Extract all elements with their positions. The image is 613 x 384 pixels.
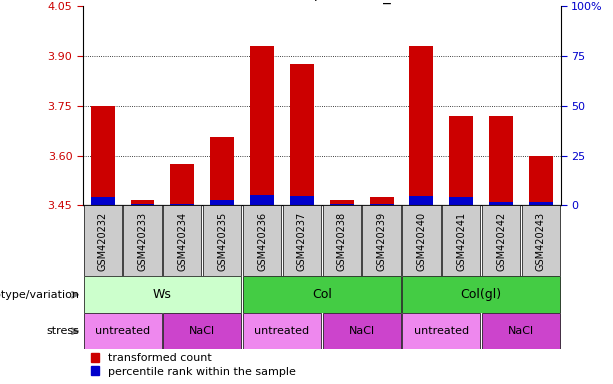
Bar — [91, 197, 115, 205]
Bar — [370, 204, 394, 205]
FancyBboxPatch shape — [482, 205, 520, 276]
Text: NaCl: NaCl — [189, 326, 215, 336]
FancyBboxPatch shape — [243, 205, 281, 276]
Text: NaCl: NaCl — [349, 326, 375, 336]
Bar — [489, 116, 513, 205]
FancyBboxPatch shape — [402, 276, 560, 313]
Bar — [409, 196, 433, 205]
Text: GSM420242: GSM420242 — [496, 211, 506, 271]
FancyBboxPatch shape — [522, 205, 560, 276]
FancyBboxPatch shape — [163, 205, 202, 276]
FancyBboxPatch shape — [402, 205, 441, 276]
FancyBboxPatch shape — [402, 313, 481, 349]
Text: GSM420241: GSM420241 — [456, 212, 466, 270]
Bar — [170, 164, 194, 205]
Bar — [330, 204, 354, 205]
Text: genotype/variation: genotype/variation — [0, 290, 80, 300]
Bar — [330, 200, 354, 205]
FancyBboxPatch shape — [83, 313, 162, 349]
Bar — [529, 202, 553, 205]
Bar — [409, 46, 433, 205]
Bar — [210, 200, 234, 205]
Text: GSM420233: GSM420233 — [137, 212, 148, 270]
FancyBboxPatch shape — [83, 205, 122, 276]
Text: untreated: untreated — [95, 326, 150, 336]
Text: untreated: untreated — [414, 326, 469, 336]
Bar — [250, 195, 274, 205]
Bar — [489, 202, 513, 205]
Text: GSM420243: GSM420243 — [536, 212, 546, 270]
Text: NaCl: NaCl — [508, 326, 534, 336]
FancyBboxPatch shape — [283, 205, 321, 276]
FancyBboxPatch shape — [243, 313, 321, 349]
Bar — [250, 46, 274, 205]
FancyBboxPatch shape — [482, 313, 560, 349]
Bar — [529, 156, 553, 205]
Text: GSM420237: GSM420237 — [297, 211, 307, 271]
Bar — [170, 204, 194, 205]
FancyBboxPatch shape — [322, 205, 361, 276]
FancyBboxPatch shape — [123, 205, 162, 276]
FancyBboxPatch shape — [362, 205, 401, 276]
FancyBboxPatch shape — [322, 313, 401, 349]
Text: GSM420238: GSM420238 — [337, 212, 347, 270]
FancyBboxPatch shape — [203, 205, 242, 276]
Bar — [449, 197, 473, 205]
Text: Col: Col — [312, 288, 332, 301]
Bar — [290, 196, 314, 205]
Text: GSM420239: GSM420239 — [376, 212, 387, 270]
Bar — [370, 197, 394, 205]
Bar — [210, 137, 234, 205]
Text: GSM420240: GSM420240 — [416, 212, 427, 270]
FancyBboxPatch shape — [442, 205, 481, 276]
Bar — [91, 106, 115, 205]
Bar — [131, 200, 154, 205]
Text: GSM420236: GSM420236 — [257, 212, 267, 270]
Text: stress: stress — [47, 326, 80, 336]
Text: untreated: untreated — [254, 326, 310, 336]
Bar — [131, 204, 154, 205]
Bar — [449, 116, 473, 205]
Text: GSM420232: GSM420232 — [97, 211, 108, 271]
FancyBboxPatch shape — [163, 313, 242, 349]
Title: GDS3927 / 264733_at: GDS3927 / 264733_at — [238, 0, 406, 4]
Text: GSM420235: GSM420235 — [217, 211, 227, 271]
Text: GSM420234: GSM420234 — [177, 212, 188, 270]
Bar — [290, 64, 314, 205]
Legend: transformed count, percentile rank within the sample: transformed count, percentile rank withi… — [88, 351, 299, 379]
FancyBboxPatch shape — [243, 276, 401, 313]
Text: Col(gl): Col(gl) — [460, 288, 502, 301]
Text: Ws: Ws — [153, 288, 172, 301]
FancyBboxPatch shape — [83, 276, 242, 313]
